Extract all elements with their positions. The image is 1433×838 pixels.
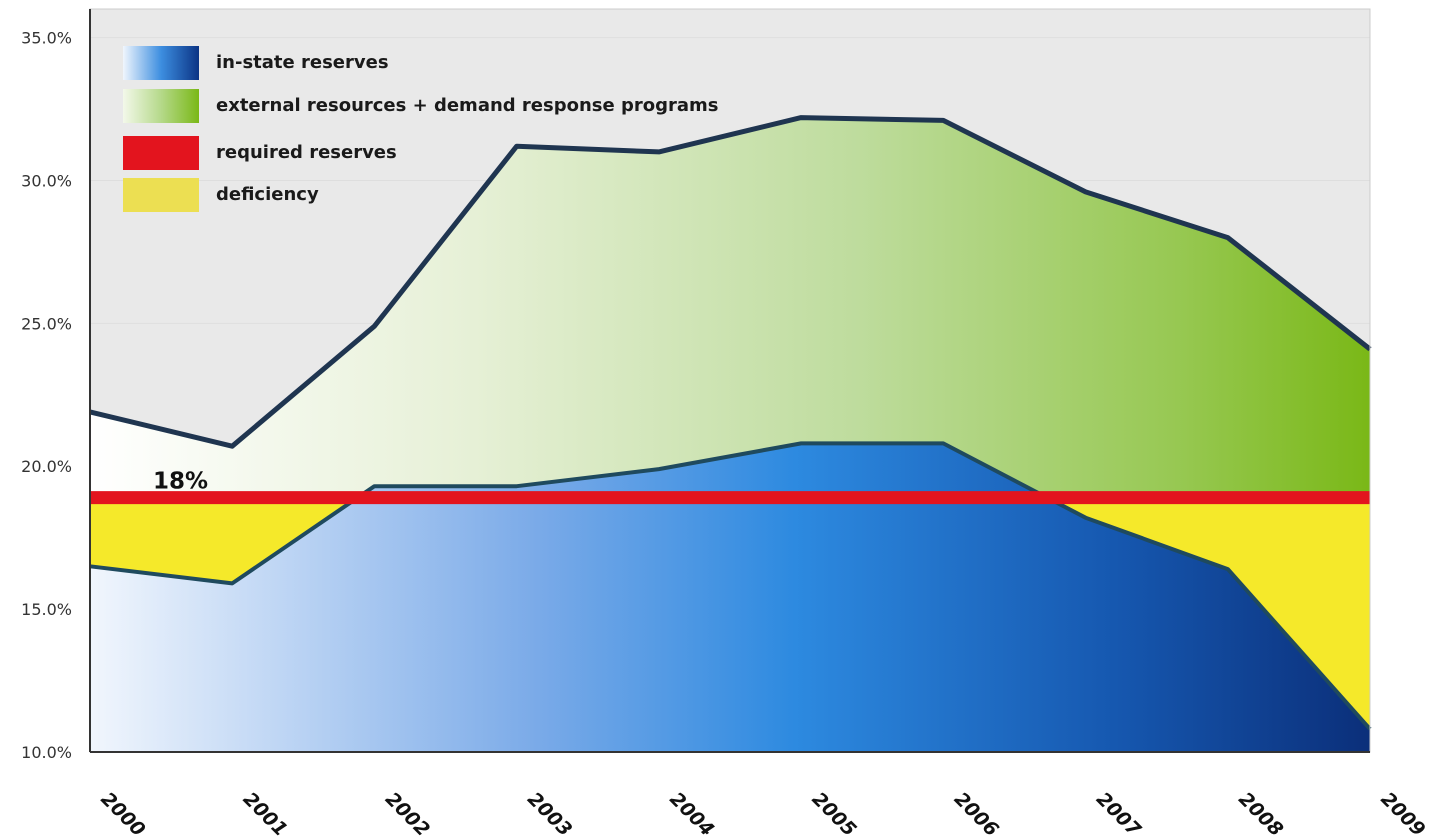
in-state-reserves-area <box>90 443 1370 752</box>
x-tick-label: 2005 <box>808 788 861 838</box>
annotations: 18% <box>153 469 208 495</box>
legend-swatch <box>123 46 199 80</box>
legend-label: deficiency <box>216 184 319 205</box>
x-tick-label: 2009 <box>1376 788 1429 838</box>
x-tick-label: 2008 <box>1234 788 1287 838</box>
y-tick-label: 35.0% <box>21 29 72 48</box>
y-tick-label: 20.0% <box>21 457 72 476</box>
legend-swatch <box>123 89 199 123</box>
legend-label: in-state reserves <box>216 52 389 73</box>
y-tick-label: 25.0% <box>21 314 72 333</box>
legend-swatch <box>123 136 199 170</box>
x-tick-label: 2000 <box>96 788 149 838</box>
series-areas <box>90 117 1370 752</box>
legend-swatch <box>123 178 199 212</box>
x-tick-label: 2004 <box>665 788 718 838</box>
x-tick-label: 2001 <box>239 788 292 838</box>
required-reserves-annotation: 18% <box>153 469 208 495</box>
external-resources-area <box>90 117 1370 498</box>
x-tick-label: 2006 <box>950 788 1003 838</box>
x-tick-label: 2002 <box>381 788 434 838</box>
external-resources-line <box>89 115 1372 449</box>
x-tick-label: 2003 <box>523 788 576 838</box>
y-tick-label: 30.0% <box>21 171 72 190</box>
legend-label: external resources + demand response pro… <box>216 95 719 116</box>
legend: in-state reserves external resources + de… <box>123 46 719 212</box>
y-tick-label: 15.0% <box>21 600 72 619</box>
x-tick-label: 2007 <box>1092 788 1146 838</box>
legend-label: required reserves <box>216 142 397 163</box>
y-tick-label: 10.0% <box>21 743 72 762</box>
series-lines <box>89 115 1372 731</box>
in-state-reserves-line <box>89 441 1372 731</box>
